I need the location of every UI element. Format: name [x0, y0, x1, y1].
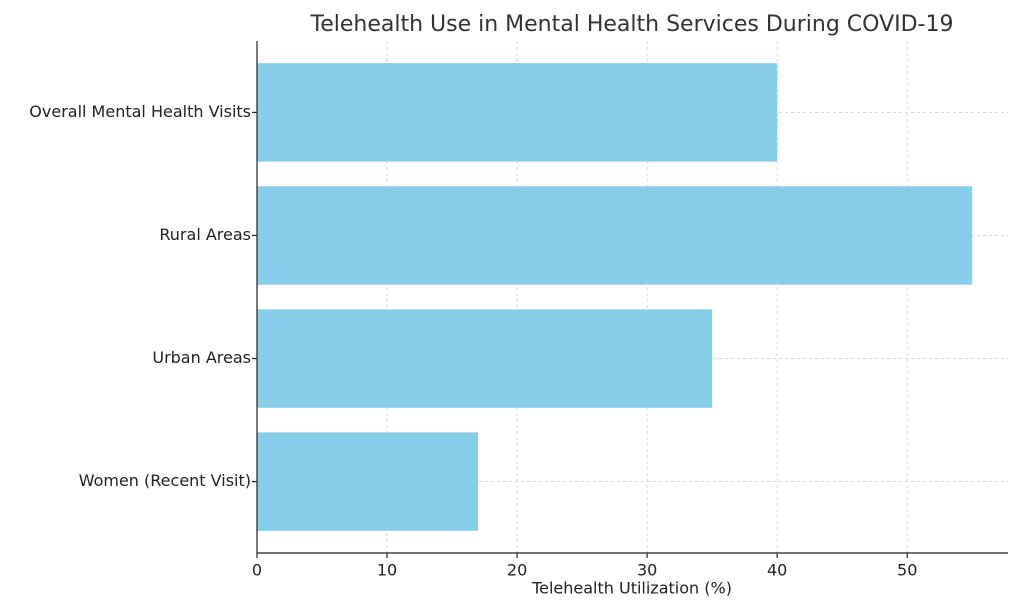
bar [257, 309, 713, 408]
bar [257, 186, 973, 285]
y-tick-label: Urban Areas [152, 348, 251, 367]
x-tick-label: 20 [507, 561, 527, 580]
bar [257, 63, 778, 162]
chart-title: Telehealth Use in Mental Health Services… [310, 12, 954, 37]
x-tick-label: 10 [377, 561, 397, 580]
x-tick-label: 50 [897, 561, 917, 580]
y-tick-label: Rural Areas [159, 225, 251, 244]
bar [257, 432, 479, 531]
y-tick-label: Women (Recent Visit) [79, 471, 251, 490]
x-tick-label: 40 [767, 561, 787, 580]
x-tick-label: 0 [252, 561, 262, 580]
x-tick-label: 30 [637, 561, 657, 580]
y-tick-label: Overall Mental Health Visits [29, 102, 251, 121]
x-axis-label: Telehealth Utilization (%) [531, 579, 732, 598]
